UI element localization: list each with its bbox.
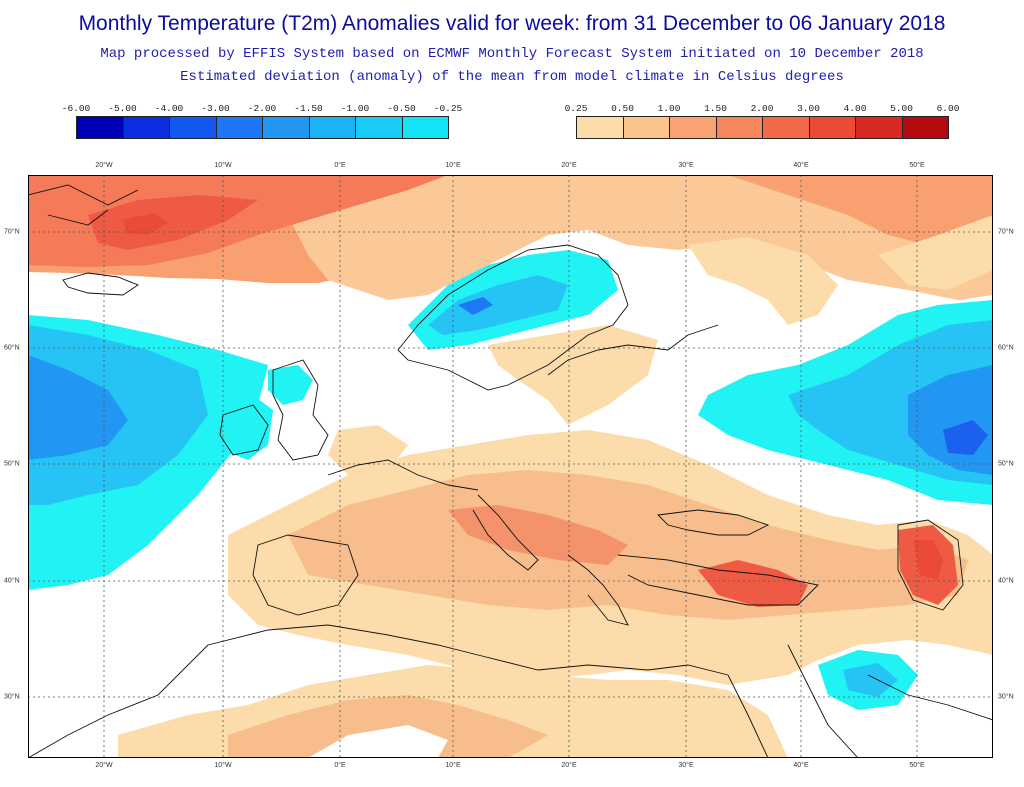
colorbar-negative-swatch-6 (355, 116, 403, 139)
anomaly-region-scotland-cold (268, 365, 313, 405)
x-tick-label-top: 50°E (909, 162, 925, 169)
colorbar-negative-label-4: -2.00 (247, 103, 277, 114)
anomaly-region-norway-core (458, 297, 493, 315)
graticule (28, 175, 993, 758)
colorbar-negative-label-1: -5.00 (108, 103, 137, 114)
x-tick-label-top: 0°E (334, 162, 346, 169)
anomaly-region-france-light (328, 425, 408, 475)
anomaly-region-arctic-light (278, 175, 993, 300)
x-tick-label-bottom: 20°W (95, 762, 113, 769)
colorbar-negative-label-7: -0.50 (387, 103, 416, 114)
y-tick-label-right: 60°N (998, 344, 1014, 352)
colorbar-positive-label-2: 1.00 (657, 103, 681, 114)
x-tick-label-top: 40°E (793, 162, 809, 169)
colorbar-negative-swatch-7 (401, 116, 449, 139)
x-tick-label-top: 20°E (561, 162, 577, 169)
colorbar-negative-label-8: -0.25 (433, 103, 463, 114)
colorbar-positive-label-5: 3.00 (797, 103, 820, 114)
coastlines (28, 184, 993, 758)
colorbar-positive-label-3: 1.50 (704, 103, 727, 114)
x-tick-label-bottom: 10°E (445, 762, 461, 769)
x-tick-label-bottom: 10°W (214, 762, 232, 769)
anomaly-region-balkans-orange (448, 505, 628, 565)
colorbar-negative-swatch-1 (122, 116, 170, 139)
y-tick-label-left: 40°N (4, 577, 20, 585)
colorbar-negative-swatch-5 (308, 116, 356, 139)
colorbar-negative-label-5: -1.50 (294, 103, 323, 114)
x-tick-label-top: 30°E (678, 162, 694, 169)
anomaly-region-sahara-white (308, 725, 448, 758)
anomaly-region-central-europe-light (488, 325, 658, 425)
x-tick-label-bottom: 20°E (561, 762, 577, 769)
anomaly-region-atlantic-midblue (28, 355, 128, 460)
anomaly-region-turkey-red (698, 560, 808, 607)
colorbar-positive-swatch-6 (855, 116, 903, 139)
colorbar-positive-label-8: 6.00 (936, 103, 960, 114)
x-tick-label-bottom: 50°E (909, 762, 925, 769)
map-subtitle-processing: Map processed by EFFIS System based on E… (100, 46, 924, 62)
colorbar-positive-label-6: 4.00 (843, 103, 867, 114)
y-tick-label-left: 50°N (4, 460, 20, 468)
colorbar-negative-label-0: -6.00 (61, 103, 91, 114)
y-tick-label-right: 70°N (998, 228, 1014, 236)
x-tick-label-top: 20°W (95, 162, 113, 169)
colorbar-negative-label-3: -3.00 (201, 103, 230, 114)
y-tick-label-right: 40°N (998, 577, 1014, 585)
y-tick-label-left: 60°N (4, 344, 20, 352)
colorbar-positive-label-0: 0.25 (564, 103, 588, 114)
map-frame (28, 175, 993, 758)
x-tick-label-top: 10°E (445, 162, 461, 169)
x-tick-label-bottom: 30°E (678, 762, 694, 769)
colorbar-positive-swatch-4 (762, 116, 810, 139)
colorbar-positive-label-1: 0.50 (611, 103, 634, 114)
anomaly-region-barents-light (688, 237, 838, 325)
colorbar-negative-swatch-3 (215, 116, 263, 139)
anomaly-region-east-dark (943, 420, 988, 455)
colorbar-negative-swatch-2 (169, 116, 217, 139)
colorbar-negative-label-6: -1.00 (340, 103, 370, 114)
y-tick-label-right: 50°N (998, 460, 1014, 468)
y-tick-label-right: 30°N (998, 693, 1014, 701)
colorbar-negative-swatch-4 (262, 116, 310, 139)
colorbar-positive-swatch-0 (576, 116, 624, 139)
anomaly-region-greenland-sea-red (88, 195, 258, 250)
colorbar-positive-swatch-1 (622, 116, 670, 139)
colorbar-positive-swatch-5 (808, 116, 856, 139)
y-tick-label-left: 30°N (4, 693, 20, 701)
anomaly-map (28, 175, 993, 758)
anomaly-region-middle-east-blue (843, 663, 898, 697)
colorbar-positive-swatch-7 (901, 116, 949, 139)
anomaly-region-kara-light (878, 215, 993, 290)
y-tick-label-left: 70°N (4, 228, 20, 236)
x-tick-label-bottom: 40°E (793, 762, 809, 769)
map-subtitle-units: Estimated deviation (anomaly) of the mea… (180, 69, 844, 85)
anomaly-region-sahara-orange (228, 695, 548, 758)
x-tick-label-bottom: 0°E (334, 762, 346, 769)
colorbar-negative-label-2: -4.00 (154, 103, 184, 114)
colorbar-negative-swatch-0 (76, 116, 124, 139)
anomaly-region-caspian-core (913, 540, 943, 580)
map-title: Monthly Temperature (T2m) Anomalies vali… (78, 12, 946, 35)
colorbar-positive-label-7: 5.00 (890, 103, 913, 114)
anomaly-region-scandinavia-blue (428, 275, 568, 335)
anomaly-region-greenland-sea-core (123, 213, 168, 235)
colorbar-positive-swatch-3 (715, 116, 763, 139)
x-tick-label-top: 10°W (214, 162, 232, 169)
colorbar-positive-label-4: 2.00 (750, 103, 774, 114)
colorbar-positive-swatch-2 (669, 116, 717, 139)
